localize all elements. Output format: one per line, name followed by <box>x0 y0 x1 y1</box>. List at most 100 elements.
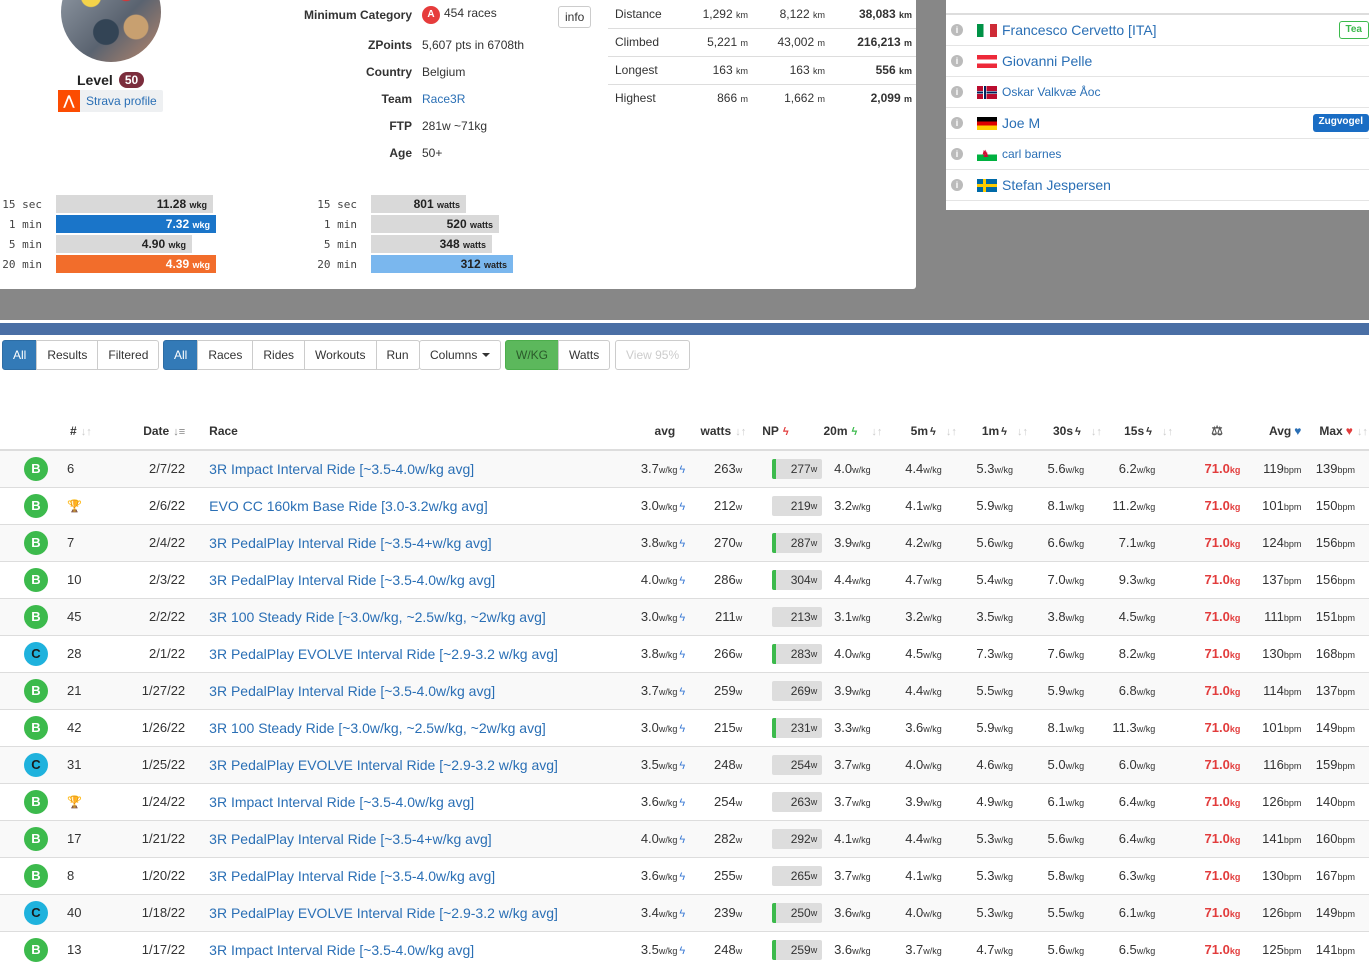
totals-value: 2,099 m <box>829 84 916 112</box>
s15-value: 4.5 <box>1118 609 1137 624</box>
table-row[interactable]: B 17 1/21/22 3R PedalPlay Interval Ride [~3… <box>0 820 1369 858</box>
col-race[interactable]: Race <box>193 412 621 451</box>
race-link[interactable]: EVO CC 160km Base Ride [3.0-3.2w/kg avg] <box>209 497 488 514</box>
position-value: 45 <box>67 609 82 624</box>
caret-down-icon <box>482 353 491 357</box>
filter-button-results[interactable]: Results <box>36 340 99 370</box>
rider-row[interactable]: i Joe M Zugvogel <box>946 108 1369 139</box>
rider-name[interactable]: carl barnes <box>1002 147 1062 161</box>
col-watts[interactable]: watts ↓↑ <box>685 412 747 451</box>
race-link[interactable]: 3R 100 Steady Ride [~3.0w/kg, ~2.5w/kg, … <box>209 719 546 736</box>
info-button[interactable]: info <box>558 6 592 28</box>
col-hr-max[interactable]: Max ♥ ↓↑ <box>1305 412 1369 451</box>
race-link[interactable]: 3R PedalPlay Interval Ride [~3.5-4.0w/kg… <box>209 682 496 699</box>
filter-button-all[interactable]: All <box>2 340 38 370</box>
col-1m[interactable]: 1m ϟ ↓↑ <box>965 412 1037 451</box>
race-link[interactable]: 3R PedalPlay EVOLVE Interval Ride [~2.9-… <box>209 756 558 773</box>
rider-row[interactable]: i Oskar Valkvæ Åoc <box>946 77 1369 108</box>
race-link[interactable]: 3R Impact Interval Ride [~3.5-4.0w/kg av… <box>209 941 475 958</box>
np-unit: w <box>810 574 818 585</box>
table-row[interactable]: B 13 1/17/22 3R Impact Interval Ride [~3.5-… <box>0 931 1369 963</box>
table-row[interactable]: C 40 1/18/22 3R PedalPlay EVOLVE Interval R… <box>0 894 1369 932</box>
col-30s[interactable]: 30s ϟ ↓↑ <box>1036 412 1109 451</box>
table-row[interactable]: B 10 2/3/22 3R PedalPlay Interval Ride [~3.… <box>0 561 1369 599</box>
rider-row[interactable]: i Stefan Jespersen <box>946 170 1369 201</box>
weight-unit: kg <box>1229 687 1241 697</box>
filter-button-rides[interactable]: Rides <box>252 340 306 370</box>
table-row[interactable]: B 6 2/7/22 3R Impact Interval Ride [~3.5-4.… <box>0 450 1369 488</box>
table-row[interactable]: B 21 1/27/22 3R PedalPlay Interval Ride [~3… <box>0 672 1369 710</box>
team-tag[interactable]: Tea <box>1338 21 1369 39</box>
table-row[interactable]: B 🏆 2/6/22 EVO CC 160km Base Ride [3.0-3.2w… <box>0 487 1369 525</box>
cell-date: 1/24/22 <box>122 783 194 821</box>
table-row[interactable]: B 42 1/26/22 3R 100 Steady Ride [~3.0w/kg, … <box>0 709 1369 747</box>
col-5m[interactable]: 5m ϟ ↓↑ <box>894 412 966 451</box>
filter-button-watts[interactable]: Watts <box>558 340 611 370</box>
cell-s30: 6.6w/kg <box>1036 524 1109 562</box>
rider-name[interactable]: Oskar Valkvæ Åoc <box>1002 85 1101 99</box>
avg-unit: w/kg <box>658 465 678 476</box>
table-row[interactable]: B 7 2/4/22 3R PedalPlay Interval Ride [~3.5… <box>0 524 1369 562</box>
race-link[interactable]: 3R Impact Interval Ride [~3.5-4.0w/kg av… <box>209 460 475 477</box>
rider-name[interactable]: Joe M <box>1002 115 1041 131</box>
strava-profile-link[interactable]: ⋀ Strava profile <box>58 90 163 112</box>
race-link[interactable]: 3R PedalPlay Interval Ride [~3.5-4.0w/kg… <box>209 867 496 884</box>
view-group: View 95% <box>615 340 691 370</box>
filter-button-races[interactable]: Races <box>197 340 254 370</box>
s15-value: 9.3 <box>1118 572 1137 587</box>
cell-date: 2/2/22 <box>122 598 194 636</box>
cell-avg: 4.0w/kg ϟ <box>620 561 686 599</box>
col-np[interactable]: NP ϟ <box>746 412 824 451</box>
cell-hr-max: 151bpm <box>1305 598 1369 636</box>
avg-unit: w/kg <box>658 872 678 882</box>
race-link[interactable]: 3R PedalPlay EVOLVE Interval Ride [~2.9-… <box>209 904 558 921</box>
cell-avg: 3.6w/kg ϟ <box>620 783 686 821</box>
category-badge: C <box>24 900 48 925</box>
race-link[interactable]: 3R 100 Steady Ride [~3.0w/kg, ~2.5w/kg, … <box>209 608 546 625</box>
table-row[interactable]: B 🏆 1/24/22 3R Impact Interval Ride [~3.5-4… <box>0 783 1369 821</box>
m1-value: 5.4 <box>976 572 995 587</box>
rider-name[interactable]: Francesco Cervetto [ITA] <box>1002 22 1157 38</box>
table-row[interactable]: C 31 1/25/22 3R PedalPlay EVOLVE Interval R… <box>0 746 1369 784</box>
col-avg[interactable]: avg <box>620 412 686 451</box>
race-link[interactable]: 3R Impact Interval Ride [~3.5-4.0w/kg av… <box>209 793 475 810</box>
col-15s[interactable]: 15s ϟ ↓↑ <box>1108 412 1180 451</box>
rider-row[interactable]: i Francesco Cervetto [ITA] Tea <box>946 15 1369 46</box>
col-number[interactable]: # ↓↑ <box>61 412 122 451</box>
view-95-button[interactable]: View 95% <box>615 340 691 370</box>
rider-name[interactable]: Stefan Jespersen <box>1002 177 1111 193</box>
filter-button-all[interactable]: All <box>163 340 199 370</box>
col-weight[interactable]: ⚖ <box>1179 412 1245 451</box>
totals-value: 8,122 km <box>751 0 829 29</box>
filter-button-workouts[interactable]: Workouts <box>304 340 377 370</box>
cell-s30: 5.0w/kg <box>1036 746 1109 784</box>
race-link[interactable]: 3R PedalPlay EVOLVE Interval Ride [~2.9-… <box>209 645 558 662</box>
rider-row[interactable]: i ♞ carl barnes <box>946 139 1369 170</box>
col-hr-avg[interactable]: Avg ♥ <box>1244 412 1306 451</box>
columns-dropdown[interactable]: Columns <box>419 340 502 370</box>
table-row[interactable]: B 45 2/2/22 3R 100 Steady Ride [~3.0w/kg, ~… <box>0 598 1369 636</box>
team-tag[interactable]: Zugvogel <box>1312 114 1369 132</box>
filter-button-filtered[interactable]: Filtered <box>97 340 160 370</box>
table-row[interactable]: C 28 2/1/22 3R PedalPlay EVOLVE Interval Ri… <box>0 635 1369 673</box>
cell-watts: 248w <box>685 931 747 963</box>
weight-unit: kg <box>1229 835 1241 845</box>
col-20m[interactable]: 20m ϟ ↓↑ <box>823 412 895 451</box>
s15-unit: w/kg <box>1136 946 1156 956</box>
profile-stat-text[interactable]: Race3R <box>422 92 466 106</box>
col-date[interactable]: Date ↓≡ <box>122 412 194 451</box>
cell-date: 2/7/22 <box>122 450 194 488</box>
race-link[interactable]: 3R PedalPlay Interval Ride [~3.5-4.0w/kg… <box>209 571 496 588</box>
avatar[interactable] <box>61 0 161 62</box>
filter-button-run[interactable]: Run <box>375 340 420 370</box>
filter-button-w-kg[interactable]: W/KG <box>505 340 559 370</box>
rider-row[interactable]: i Giovanni Pelle <box>946 46 1369 77</box>
hr-max-value: 167 <box>1315 868 1338 883</box>
rider-name[interactable]: Giovanni Pelle <box>1002 53 1093 69</box>
bolt-icon: ϟ <box>679 575 686 587</box>
np-indicator <box>772 569 777 590</box>
race-link[interactable]: 3R PedalPlay Interval Ride [~3.5-4+w/kg … <box>209 534 492 551</box>
sort-icon: ↓↑ <box>1161 425 1173 438</box>
table-row[interactable]: B 8 1/20/22 3R PedalPlay Interval Ride [~3.… <box>0 857 1369 895</box>
race-link[interactable]: 3R PedalPlay Interval Ride [~3.5-4+w/kg … <box>209 830 492 847</box>
